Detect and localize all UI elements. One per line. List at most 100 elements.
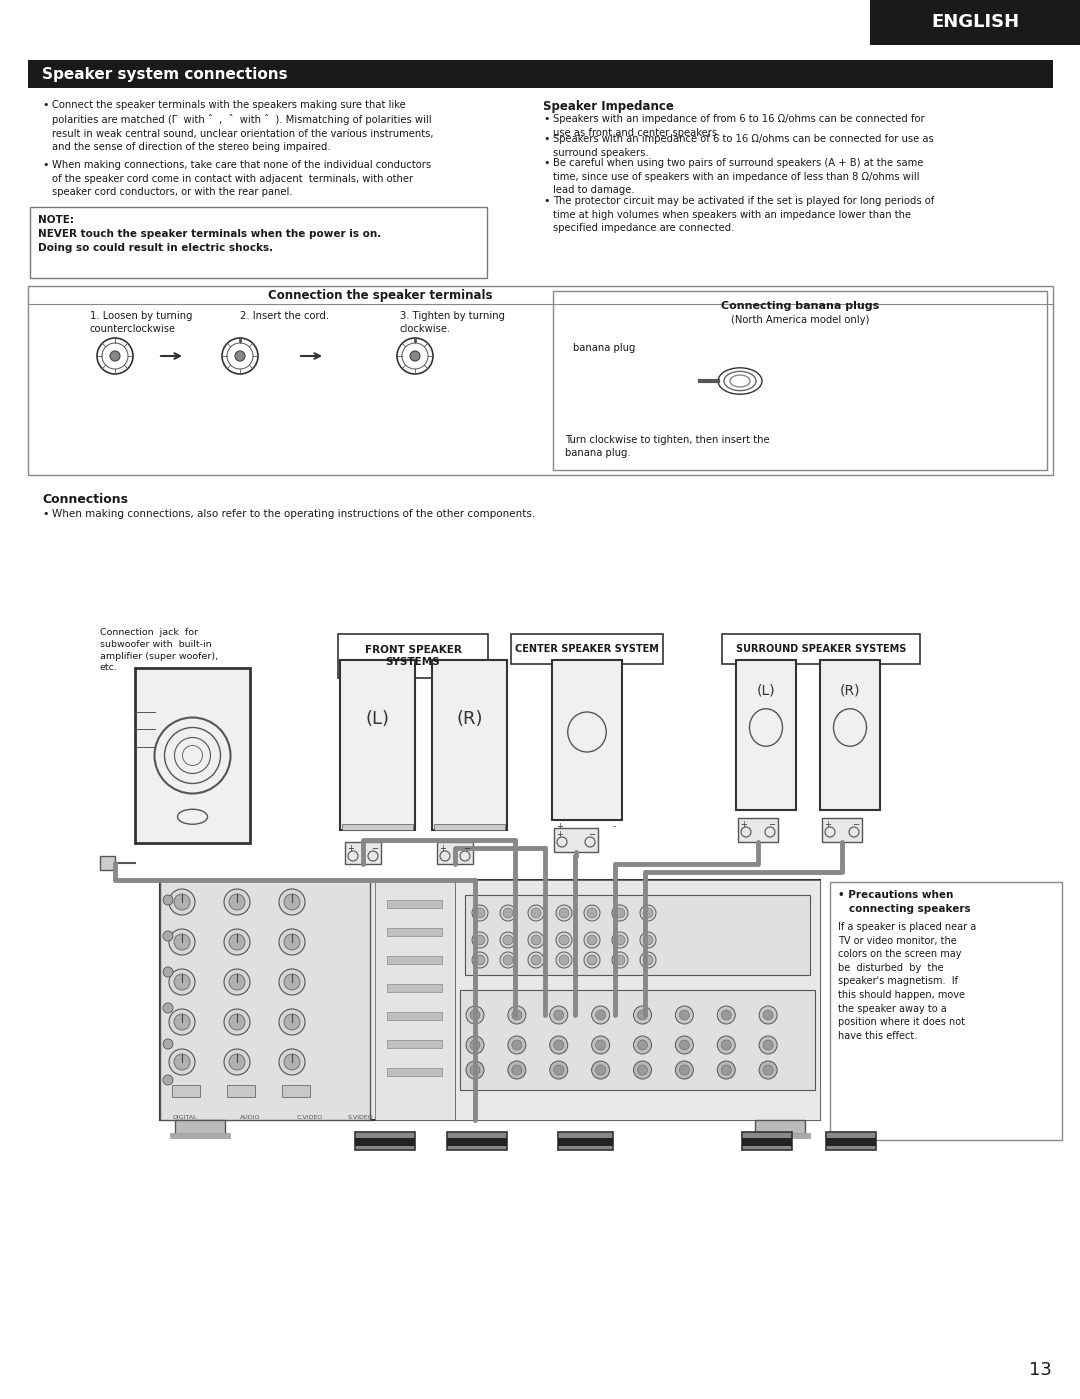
Text: (R): (R) <box>840 683 861 697</box>
Circle shape <box>163 1074 173 1086</box>
Text: −: − <box>463 844 471 853</box>
Text: •: • <box>543 134 550 144</box>
Circle shape <box>465 1037 484 1053</box>
Circle shape <box>615 956 625 965</box>
Circle shape <box>475 956 485 965</box>
Circle shape <box>643 956 653 965</box>
Text: FRONT SPEAKER
SYSTEMS: FRONT SPEAKER SYSTEMS <box>365 645 461 667</box>
Circle shape <box>596 1065 606 1074</box>
Text: S.VIDEO: S.VIDEO <box>347 1115 373 1121</box>
Bar <box>465 895 810 975</box>
Circle shape <box>163 895 173 905</box>
Circle shape <box>472 951 488 968</box>
Circle shape <box>717 1006 735 1024</box>
Circle shape <box>550 1037 568 1053</box>
Circle shape <box>559 956 569 965</box>
Circle shape <box>640 951 656 968</box>
Bar <box>375 880 455 1121</box>
Circle shape <box>612 951 627 968</box>
Text: ENGLISH: ENGLISH <box>931 13 1020 31</box>
Circle shape <box>550 1060 568 1079</box>
Text: 3. Tighten by turning
clockwise.: 3. Tighten by turning clockwise. <box>400 311 505 334</box>
Circle shape <box>759 1006 778 1024</box>
Circle shape <box>168 888 195 915</box>
Bar <box>723 634 920 665</box>
Circle shape <box>675 1006 693 1024</box>
Bar <box>511 634 663 665</box>
Circle shape <box>637 1039 648 1051</box>
Circle shape <box>721 1039 731 1051</box>
Bar <box>870 0 1080 45</box>
Circle shape <box>721 1010 731 1020</box>
Text: 13: 13 <box>1028 1361 1052 1379</box>
Bar <box>387 1039 442 1048</box>
Bar <box>558 1137 613 1146</box>
Bar <box>447 1137 507 1146</box>
Circle shape <box>592 1060 609 1079</box>
Bar <box>28 285 1053 476</box>
Bar <box>345 842 381 865</box>
Circle shape <box>717 1037 735 1053</box>
Circle shape <box>643 935 653 944</box>
Bar <box>831 881 1062 1140</box>
Text: +: + <box>824 820 832 830</box>
Circle shape <box>174 1053 190 1070</box>
Text: Connection  jack  for
subwoofer with  built-in
amplifier (super woofer),
etc.: Connection jack for subwoofer with built… <box>100 628 218 673</box>
Bar <box>338 634 488 679</box>
Bar <box>742 1137 792 1146</box>
Circle shape <box>634 1006 651 1024</box>
Circle shape <box>503 908 513 918</box>
Circle shape <box>168 929 195 956</box>
Bar <box>28 60 1053 88</box>
Bar <box>826 1137 876 1146</box>
Bar <box>437 842 473 865</box>
Bar <box>447 1132 507 1150</box>
Bar <box>355 1137 415 1146</box>
Text: Speaker system connections: Speaker system connections <box>42 67 287 81</box>
Bar <box>227 1086 255 1097</box>
Circle shape <box>759 1037 778 1053</box>
Circle shape <box>528 951 544 968</box>
Circle shape <box>465 1060 484 1079</box>
Text: 1. Loosen by turning
counterclockwise: 1. Loosen by turning counterclockwise <box>90 311 192 334</box>
Circle shape <box>554 1065 564 1074</box>
Text: −: − <box>769 820 775 830</box>
Circle shape <box>615 935 625 944</box>
Circle shape <box>512 1010 522 1020</box>
Text: −: − <box>372 844 378 853</box>
Text: When making connections, take care that none of the individual conductors
of the: When making connections, take care that … <box>52 159 431 197</box>
Text: −: − <box>589 830 595 839</box>
Circle shape <box>163 1003 173 1013</box>
Text: +: + <box>440 844 446 853</box>
Circle shape <box>550 1006 568 1024</box>
Bar <box>434 824 505 830</box>
Circle shape <box>224 929 249 956</box>
Circle shape <box>717 1060 735 1079</box>
Circle shape <box>229 935 245 950</box>
Circle shape <box>284 974 300 990</box>
Circle shape <box>110 351 120 361</box>
Text: NEVER touch the speaker terminals when the power is on.
Doing so could result in: NEVER touch the speaker terminals when t… <box>38 229 381 253</box>
Circle shape <box>588 908 597 918</box>
Bar <box>387 900 442 908</box>
Circle shape <box>229 974 245 990</box>
Circle shape <box>554 1010 564 1020</box>
Circle shape <box>679 1039 689 1051</box>
Circle shape <box>229 1053 245 1070</box>
Bar <box>387 1067 442 1076</box>
Circle shape <box>470 1010 480 1020</box>
Circle shape <box>634 1060 651 1079</box>
Circle shape <box>759 1060 778 1079</box>
Text: +: + <box>556 830 564 839</box>
Circle shape <box>224 1009 249 1035</box>
Bar <box>387 956 442 964</box>
Circle shape <box>503 935 513 944</box>
Circle shape <box>284 894 300 909</box>
Circle shape <box>500 905 516 921</box>
Circle shape <box>174 894 190 909</box>
Bar <box>826 1132 876 1150</box>
Circle shape <box>596 1039 606 1051</box>
Circle shape <box>279 1009 305 1035</box>
Circle shape <box>531 935 541 944</box>
Circle shape <box>472 932 488 949</box>
